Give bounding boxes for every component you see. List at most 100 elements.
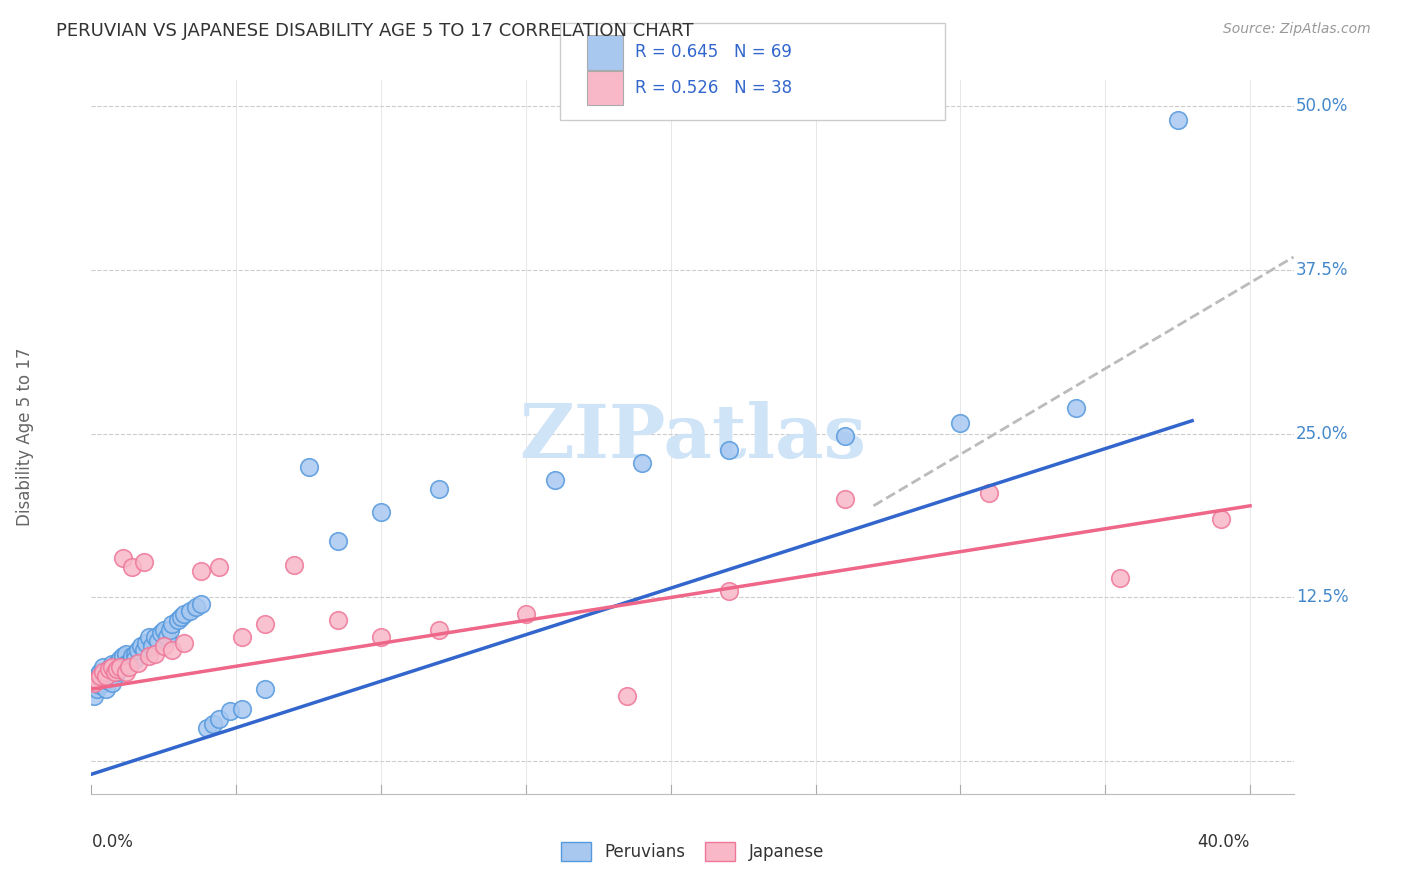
Point [100,665,122,679]
Point [162,643,184,657]
Point [115,647,138,661]
Point [86,678,108,692]
Point [190,597,212,611]
Point [167,613,190,627]
Point [110,663,132,677]
Point [86,673,108,687]
Point [190,564,212,578]
Point [107,663,129,677]
Text: R = 0.645   N = 69: R = 0.645 N = 69 [634,44,792,62]
Point [159,624,181,638]
Point [427,624,450,638]
Point [717,583,740,598]
Text: R = 0.526   N = 38: R = 0.526 N = 38 [634,79,792,97]
Point [83,675,105,690]
Point [1209,512,1232,526]
Text: Disability Age 5 to 17: Disability Age 5 to 17 [17,348,34,526]
Point [124,652,146,666]
Point [94,673,117,687]
Point [89,678,111,692]
Point [717,442,740,457]
Point [1108,571,1130,585]
Point [370,630,392,644]
Point [208,712,231,726]
Point [254,682,277,697]
Point [97,663,120,677]
Text: Source: ZipAtlas.com: Source: ZipAtlas.com [1223,22,1371,37]
Point [91,660,114,674]
Point [143,630,166,644]
Legend: Peruvians, Japanese: Peruvians, Japanese [554,835,831,868]
Point [427,482,450,496]
Point [110,652,132,666]
Point [138,630,160,644]
Text: 40.0%: 40.0% [1198,833,1250,851]
Point [124,647,146,661]
Point [298,459,321,474]
Point [132,643,155,657]
Point [283,558,305,572]
Point [89,665,111,679]
Point [94,669,117,683]
Point [219,705,242,719]
Point [100,675,122,690]
FancyBboxPatch shape [560,23,945,120]
Point [107,656,129,670]
Point [115,657,138,672]
Point [83,675,105,690]
Point [834,429,856,443]
Point [94,665,117,679]
Point [118,656,141,670]
Point [146,633,169,648]
Point [118,660,141,674]
Point [112,660,135,674]
Point [544,473,567,487]
Point [121,560,143,574]
Point [135,636,157,650]
Point [100,657,122,672]
Point [173,607,195,622]
Point [107,665,129,679]
Point [153,624,176,638]
Point [326,613,349,627]
Point [143,647,166,661]
Text: ZIPatlas: ZIPatlas [519,401,866,474]
Text: 12.5%: 12.5% [1296,589,1348,607]
Point [103,660,125,674]
Point [156,630,179,644]
Point [83,689,105,703]
Point [129,639,152,653]
Point [86,682,108,697]
Point [834,492,856,507]
Point [231,702,253,716]
Point [979,485,1001,500]
Point [208,560,231,574]
Point [254,616,277,631]
Point [127,643,149,657]
Point [89,669,111,683]
Point [97,670,120,684]
Point [110,660,132,674]
Point [179,603,201,617]
Point [103,665,125,679]
Point [112,649,135,664]
Point [149,625,172,640]
Point [112,551,135,566]
Point [202,717,225,731]
Point [326,534,349,549]
Point [1064,401,1087,415]
Point [91,675,114,690]
Point [138,649,160,664]
Point [86,669,108,683]
Text: 50.0%: 50.0% [1296,97,1348,115]
Point [153,639,176,653]
Point [616,689,638,703]
Point [515,607,537,622]
Text: 37.5%: 37.5% [1296,261,1348,279]
Point [1167,112,1189,127]
Point [97,663,120,677]
Point [103,669,125,683]
Point [184,599,207,614]
Point [100,660,122,674]
Text: 25.0%: 25.0% [1296,425,1348,442]
